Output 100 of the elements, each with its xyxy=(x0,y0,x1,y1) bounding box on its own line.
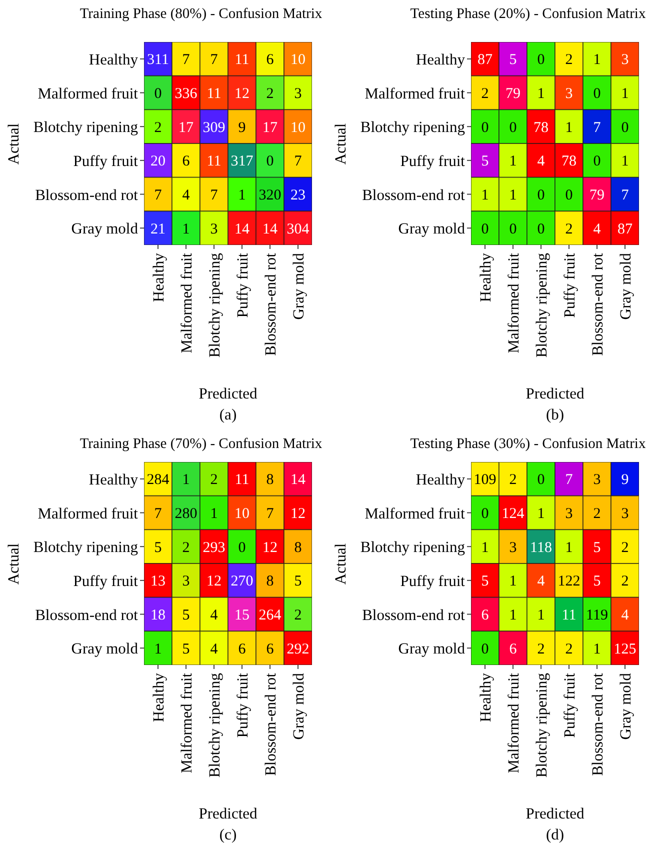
y-tick-label: Puffy fruit xyxy=(73,152,139,170)
data-label: 4 xyxy=(537,154,546,170)
x-tick-label: Blotchy ripening xyxy=(533,252,550,358)
x-axis-title: Predicted xyxy=(526,805,584,823)
data-label: 7 xyxy=(182,52,190,68)
data-label: 6 xyxy=(238,641,246,658)
data-label: 284 xyxy=(146,472,170,488)
data-label: 8 xyxy=(294,540,302,556)
x-tick-label: Blotchy ripening xyxy=(206,672,224,778)
text: (c) xyxy=(219,826,237,844)
x-tick-label: Gray mold xyxy=(617,672,634,740)
data-label: 0 xyxy=(621,120,629,136)
y-tick-label: Healthy xyxy=(88,51,138,68)
data-label: 87 xyxy=(478,52,493,68)
data-label: 0 xyxy=(154,86,162,102)
data-label: 3 xyxy=(621,506,629,522)
x-tick-label: Puffy fruit xyxy=(561,252,578,318)
data-label: 1 xyxy=(481,540,489,556)
data-label: 10 xyxy=(290,52,306,68)
data-label: 292 xyxy=(286,641,310,658)
data-label: 4 xyxy=(182,188,190,204)
y-tick-label: Gray mold xyxy=(398,220,466,238)
data-label: 2 xyxy=(621,540,629,556)
data-label: 2 xyxy=(266,86,274,102)
y-tick-label: Healthy xyxy=(416,471,466,488)
data-label: 79 xyxy=(590,188,604,204)
data-label: 5 xyxy=(154,540,162,556)
x-tick-label: Blotchy ripening xyxy=(533,672,550,778)
y-tick-label: Blossom-end rot xyxy=(35,186,139,204)
data-label: 78 xyxy=(562,154,576,170)
data-label: 1 xyxy=(509,608,517,624)
data-label: 18 xyxy=(150,608,166,624)
data-label: 122 xyxy=(558,574,580,590)
x-tick-label: Blossom-end rot xyxy=(589,672,606,776)
data-label: 12 xyxy=(262,540,278,556)
data-label: 2 xyxy=(565,52,573,68)
data-label: 2 xyxy=(621,574,629,590)
y-tick-label: Blossom-end rot xyxy=(362,186,466,204)
data-label: 1 xyxy=(182,221,190,238)
text: (d) xyxy=(546,826,564,844)
data-label: 11 xyxy=(234,472,250,488)
y-tick-label: Gray mold xyxy=(71,220,138,238)
data-label: 6 xyxy=(509,641,518,658)
data-label: 124 xyxy=(502,506,525,522)
data-label: 5 xyxy=(481,154,489,170)
data-label: 6 xyxy=(266,52,274,68)
y-tick-label: Blotchy ripening xyxy=(33,119,138,136)
data-label: 14 xyxy=(234,221,250,238)
data-label: 13 xyxy=(150,574,166,590)
data-label: 8 xyxy=(266,574,274,590)
data-label: 7 xyxy=(210,188,218,204)
data-label: 2 xyxy=(294,608,302,624)
data-label: 311 xyxy=(147,52,169,68)
data-label: 309 xyxy=(202,120,226,136)
data-label: 5 xyxy=(509,52,517,68)
data-label: 7 xyxy=(154,188,162,204)
data-label: 17 xyxy=(178,120,194,136)
data-label: 317 xyxy=(230,154,254,170)
data-label: 1 xyxy=(537,86,545,102)
data-label: 3 xyxy=(621,52,629,68)
data-label: 1 xyxy=(565,120,573,136)
data-label: 5 xyxy=(182,641,190,658)
data-label: 12 xyxy=(206,574,222,590)
data-label: 10 xyxy=(290,120,306,136)
data-label: 7 xyxy=(565,472,574,488)
data-label: 0 xyxy=(266,154,274,170)
data-label: 336 xyxy=(174,86,198,102)
data-label: 2 xyxy=(182,540,190,556)
y-tick-label: Healthy xyxy=(416,51,466,68)
data-label: 0 xyxy=(593,86,601,102)
data-label: 0 xyxy=(537,221,545,238)
data-label: 1 xyxy=(210,506,218,522)
data-label: 1 xyxy=(509,574,517,590)
y-tick-label: Gray mold xyxy=(71,640,138,658)
data-label: 2 xyxy=(210,472,218,488)
data-label: 1 xyxy=(509,154,517,170)
data-label: 3 xyxy=(210,221,218,238)
data-label: 11 xyxy=(562,608,576,624)
x-axis-title: Predicted xyxy=(526,385,584,403)
x-tick-label: Gray mold xyxy=(617,252,634,320)
data-label: 0 xyxy=(537,188,545,204)
data-label: 7 xyxy=(210,52,218,68)
x-tick-label: Puffy fruit xyxy=(234,672,252,738)
x-tick-label: Gray mold xyxy=(290,672,308,740)
x-tick-label: Blossom-end rot xyxy=(262,252,280,356)
data-label: 1 xyxy=(621,86,629,102)
y-tick-label: Puffy fruit xyxy=(400,152,466,170)
data-label: 2 xyxy=(565,641,573,658)
data-label: 23 xyxy=(290,188,306,204)
y-tick-label: Puffy fruit xyxy=(73,572,139,590)
data-label: 320 xyxy=(258,188,282,204)
data-label: 2 xyxy=(154,120,162,136)
data-label: 9 xyxy=(621,472,629,488)
data-label: 14 xyxy=(262,221,278,238)
data-label: 1 xyxy=(182,472,190,488)
data-label: 1 xyxy=(509,188,517,204)
y-tick-label: Malformed fruit xyxy=(38,85,139,102)
data-label: 3 xyxy=(593,472,601,488)
y-axis-title: Actual xyxy=(5,542,23,584)
data-label: 11 xyxy=(206,86,222,102)
